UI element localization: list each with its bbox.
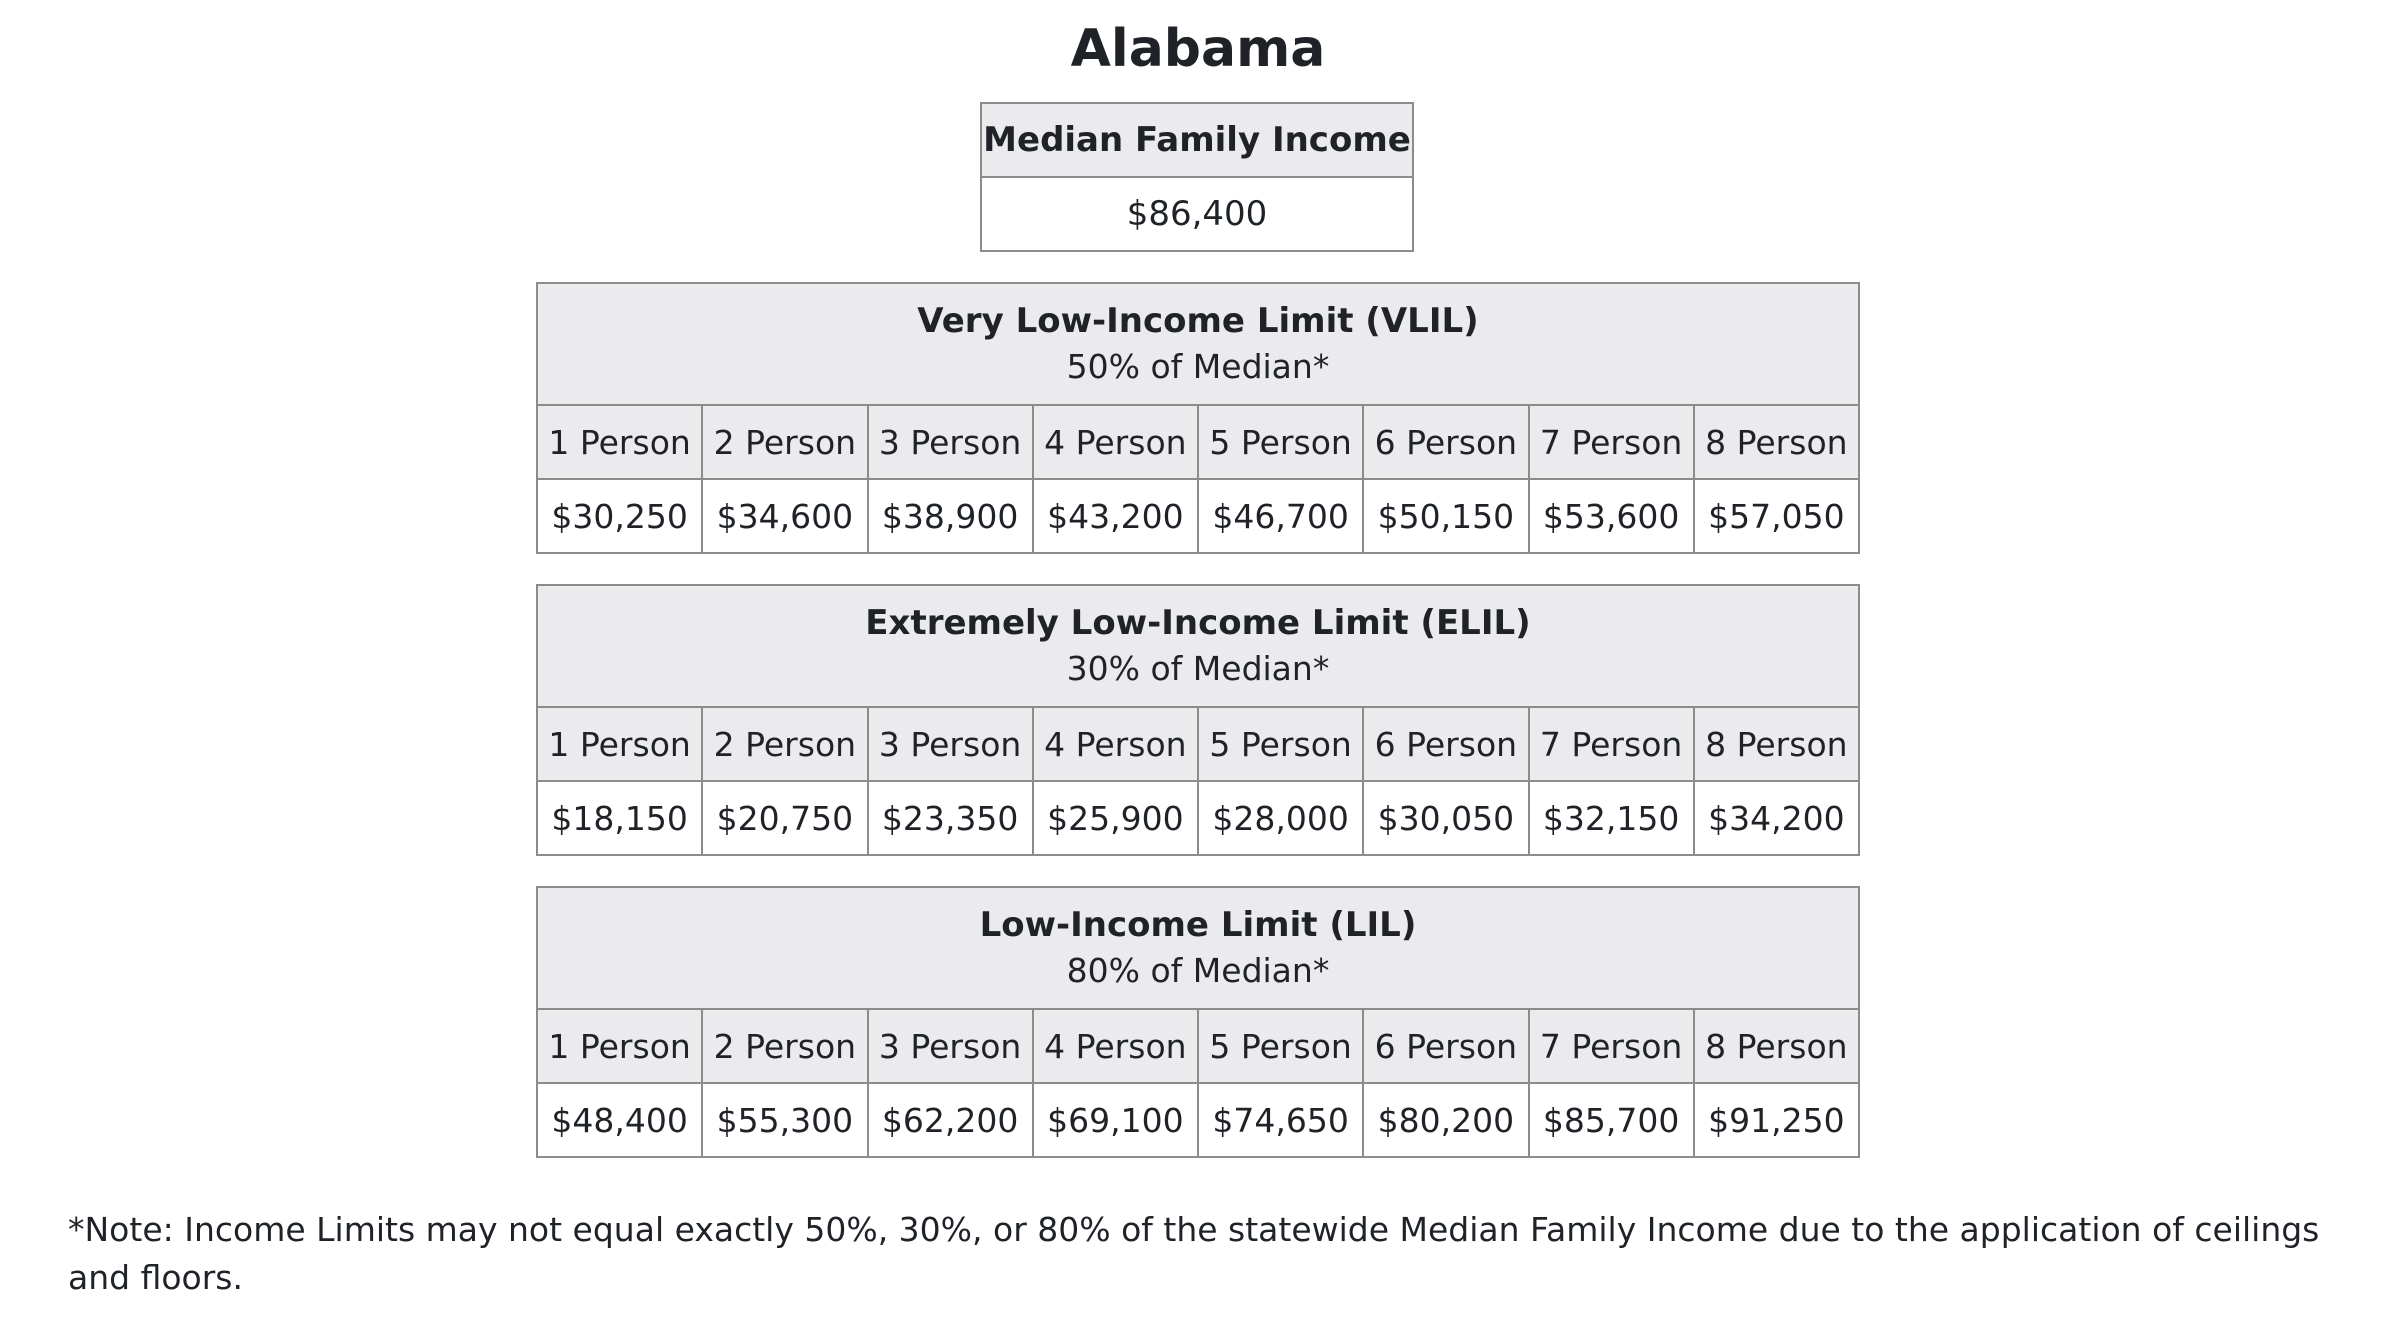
median-family-income-header: Median Family Income (980, 102, 1414, 178)
vlil-income-limit-value: $57,050 (1692, 478, 1861, 554)
elil-title: Extremely Low-Income Limit (ELIL) (865, 603, 1531, 643)
vlil-household-size-label: 6 Person (1362, 404, 1530, 480)
lil-household-size-label: 5 Person (1196, 1008, 1365, 1084)
lil-income-limit-value: $55,300 (701, 1082, 869, 1158)
vlil-income-limit-value: $53,600 (1527, 478, 1695, 554)
elil-table-header: Extremely Low-Income Limit (ELIL) 30% of… (536, 584, 1860, 708)
vlil-income-limit-value: $30,250 (535, 478, 704, 554)
vlil-income-limit-value: $50,150 (1362, 478, 1530, 554)
vlil-income-limit-value: $38,900 (866, 478, 1034, 554)
elil-household-size-label: 4 Person (1031, 706, 1200, 782)
elil-income-limit-row: $18,150 $20,750 $23,350 $25,900 $28,000 $30,0… (535, 780, 1861, 856)
elil-income-limit-value: $18,150 (535, 780, 704, 856)
elil-income-limit-value: $28,000 (1196, 780, 1365, 856)
lil-household-size-label: 6 Person (1362, 1008, 1530, 1084)
lil-income-limit-row: $48,400 $55,300 $62,200 $69,100 $74,650 $80,2… (535, 1082, 1861, 1158)
vlil-household-size-label: 7 Person (1527, 404, 1695, 480)
vlil-table: Very Low-Income Limit (VLIL) 50% of Medi… (535, 282, 1861, 554)
vlil-subtitle: 50% of Median* (1066, 347, 1330, 386)
vlil-table-header: Very Low-Income Limit (VLIL) 50% of Medi… (536, 282, 1860, 406)
footnote: *Note: Income Limits may not equal exact… (68, 1210, 2320, 1297)
lil-income-limit-value: $80,200 (1362, 1082, 1530, 1158)
elil-income-limit-value: $32,150 (1527, 780, 1695, 856)
vlil-household-size-label: 3 Person (866, 404, 1034, 480)
elil-household-size-row: 1 Person 2 Person 3 Person 4 Person 5 Person… (535, 706, 1861, 782)
lil-income-limit-value: $69,100 (1031, 1082, 1200, 1158)
elil-household-size-label: 7 Person (1527, 706, 1695, 782)
lil-household-size-label: 2 Person (701, 1008, 869, 1084)
elil-income-limit-value: $23,350 (866, 780, 1034, 856)
lil-income-limit-value: $91,250 (1692, 1082, 1861, 1158)
elil-household-size-label: 2 Person (701, 706, 869, 782)
vlil-household-size-label: 1 Person (535, 404, 704, 480)
median-family-income-value: $86,400 (980, 176, 1414, 252)
elil-table: Extremely Low-Income Limit (ELIL) 30% of… (535, 584, 1861, 856)
elil-income-limit-value: $25,900 (1031, 780, 1200, 856)
lil-income-limit-value: $85,700 (1527, 1082, 1695, 1158)
median-family-income-table: Median Family Income $86,400 (980, 102, 1414, 252)
lil-income-limit-value: $74,650 (1196, 1082, 1365, 1158)
lil-household-size-label: 1 Person (535, 1008, 704, 1084)
elil-household-size-label: 5 Person (1196, 706, 1365, 782)
vlil-household-size-label: 2 Person (701, 404, 869, 480)
lil-table-header: Low-Income Limit (LIL) 80% of Median* (536, 886, 1860, 1010)
vlil-household-size-label: 4 Person (1031, 404, 1200, 480)
vlil-household-size-label: 8 Person (1692, 404, 1861, 480)
vlil-income-limit-value: $43,200 (1031, 478, 1200, 554)
elil-income-limit-value: $20,750 (701, 780, 869, 856)
lil-income-limit-value: $48,400 (535, 1082, 704, 1158)
lil-income-limit-value: $62,200 (866, 1082, 1034, 1158)
elil-subtitle: 30% of Median* (1066, 649, 1330, 688)
page-title: Alabama (1070, 19, 1326, 79)
lil-title: Low-Income Limit (LIL) (979, 905, 1417, 945)
lil-subtitle: 80% of Median* (1066, 951, 1330, 990)
vlil-income-limit-row: $30,250 $34,600 $38,900 $43,200 $46,700 $50,1… (535, 478, 1861, 554)
elil-income-limit-value: $34,200 (1692, 780, 1861, 856)
elil-household-size-label: 3 Person (866, 706, 1034, 782)
lil-table: Low-Income Limit (LIL) 80% of Median* 1 … (535, 886, 1861, 1158)
elil-household-size-label: 8 Person (1692, 706, 1861, 782)
lil-household-size-label: 7 Person (1527, 1008, 1695, 1084)
elil-income-limit-value: $30,050 (1362, 780, 1530, 856)
lil-household-size-label: 3 Person (866, 1008, 1034, 1084)
elil-household-size-label: 1 Person (535, 706, 704, 782)
lil-household-size-label: 8 Person (1692, 1008, 1861, 1084)
vlil-title: Very Low-Income Limit (VLIL) (917, 301, 1479, 341)
lil-household-size-label: 4 Person (1031, 1008, 1200, 1084)
elil-household-size-label: 6 Person (1362, 706, 1530, 782)
vlil-income-limit-value: $34,600 (701, 478, 869, 554)
vlil-household-size-label: 5 Person (1196, 404, 1365, 480)
lil-household-size-row: 1 Person 2 Person 3 Person 4 Person 5 Person… (535, 1008, 1861, 1084)
vlil-income-limit-value: $46,700 (1196, 478, 1365, 554)
vlil-household-size-row: 1 Person 2 Person 3 Person 4 Person 5 Person… (535, 404, 1861, 480)
